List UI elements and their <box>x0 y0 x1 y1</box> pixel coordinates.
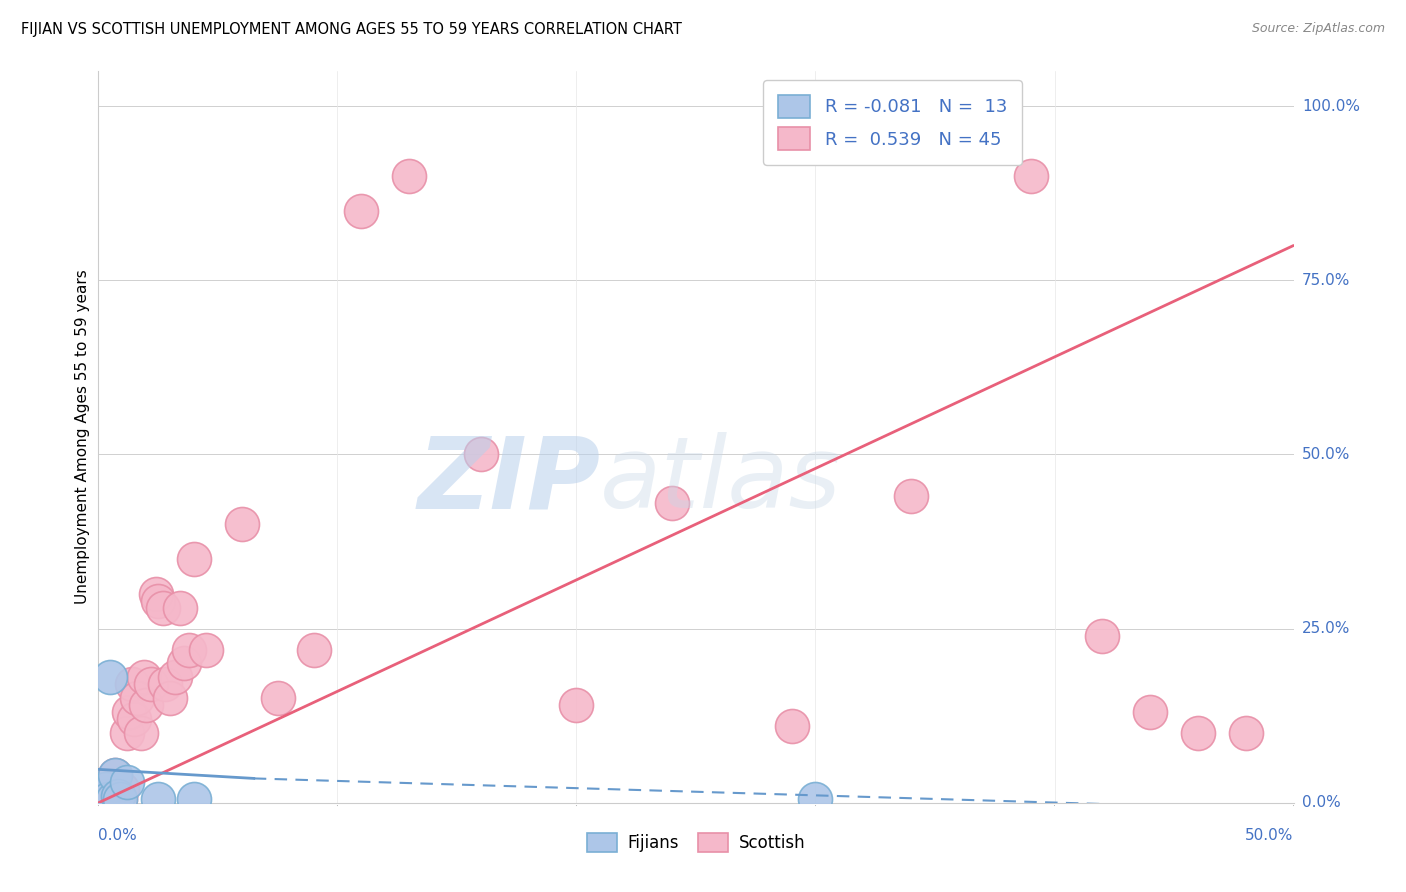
Text: 0.0%: 0.0% <box>98 828 138 843</box>
Text: 50.0%: 50.0% <box>1246 828 1294 843</box>
Point <box>145 587 167 601</box>
Point <box>91 789 114 803</box>
Text: ZIP: ZIP <box>418 433 600 530</box>
Point <box>107 792 129 806</box>
Point <box>350 203 373 218</box>
Point <box>231 517 253 532</box>
Point <box>91 789 114 803</box>
Point <box>108 792 131 806</box>
Y-axis label: Unemployment Among Ages 55 to 59 years: Unemployment Among Ages 55 to 59 years <box>75 269 90 605</box>
Point <box>97 792 120 806</box>
Point <box>104 768 127 782</box>
Point <box>900 489 922 503</box>
Point <box>135 698 157 713</box>
Point <box>169 600 191 615</box>
Point <box>152 600 174 615</box>
Point <box>565 698 588 713</box>
Point <box>98 670 122 684</box>
Point <box>179 642 201 657</box>
Point <box>148 792 170 806</box>
Point <box>111 781 134 796</box>
Point <box>398 169 420 183</box>
Point <box>1187 726 1209 740</box>
Point <box>115 726 138 740</box>
Point <box>107 789 129 803</box>
Point <box>780 719 803 733</box>
Text: FIJIAN VS SCOTTISH UNEMPLOYMENT AMONG AGES 55 TO 59 YEARS CORRELATION CHART: FIJIAN VS SCOTTISH UNEMPLOYMENT AMONG AG… <box>21 22 682 37</box>
Point <box>302 642 325 657</box>
Point <box>94 781 117 796</box>
Point <box>118 705 141 719</box>
Point <box>1019 169 1042 183</box>
Text: 50.0%: 50.0% <box>1302 447 1350 462</box>
Text: 75.0%: 75.0% <box>1302 273 1350 288</box>
Point <box>98 789 122 803</box>
Point <box>124 712 146 726</box>
Point <box>183 792 205 806</box>
Text: 25.0%: 25.0% <box>1302 621 1350 636</box>
Text: Source: ZipAtlas.com: Source: ZipAtlas.com <box>1251 22 1385 36</box>
Point <box>94 781 117 796</box>
Legend: Fijians, Scottish: Fijians, Scottish <box>579 824 813 860</box>
Point <box>139 677 162 691</box>
Point <box>155 677 177 691</box>
Text: 100.0%: 100.0% <box>1302 99 1360 113</box>
Point <box>115 775 138 789</box>
Point <box>131 726 153 740</box>
Point <box>90 792 112 806</box>
Point <box>163 670 186 684</box>
Point <box>148 594 170 608</box>
Point <box>661 496 683 510</box>
Point <box>1091 629 1114 643</box>
Point <box>104 768 127 782</box>
Text: 0.0%: 0.0% <box>1302 796 1340 810</box>
Point <box>195 642 218 657</box>
Point <box>121 677 143 691</box>
Point <box>90 792 112 806</box>
Point <box>1234 726 1257 740</box>
Point <box>132 670 155 684</box>
Point <box>108 792 131 806</box>
Point <box>101 781 124 796</box>
Point <box>267 691 290 706</box>
Point <box>125 691 148 706</box>
Point <box>183 552 205 566</box>
Point <box>97 792 120 806</box>
Point <box>1139 705 1161 719</box>
Point <box>173 657 195 671</box>
Point <box>470 448 492 462</box>
Point <box>101 792 124 806</box>
Point <box>804 792 827 806</box>
Point <box>159 691 181 706</box>
Text: atlas: atlas <box>600 433 842 530</box>
